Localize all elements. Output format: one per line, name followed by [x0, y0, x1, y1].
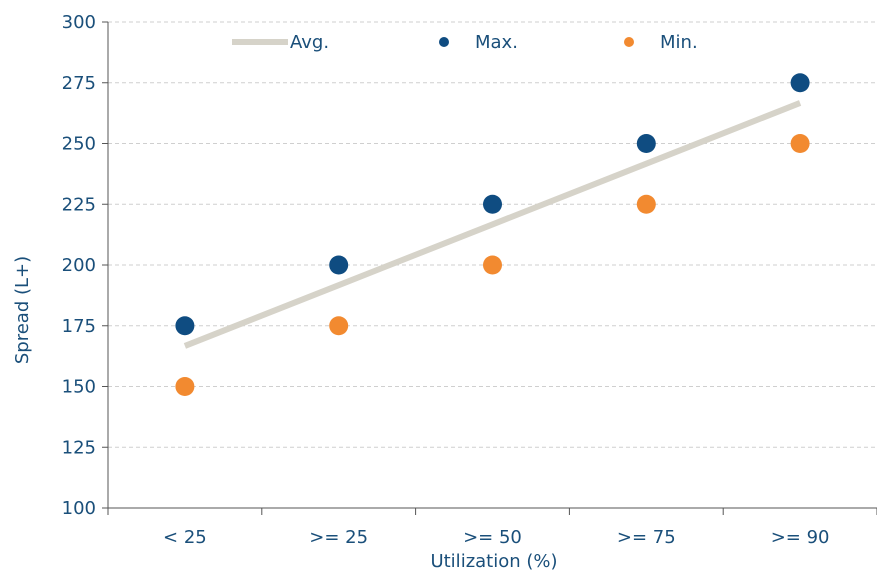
min-point [175, 377, 195, 396]
legend-label-min: Min. [660, 32, 698, 53]
min-point [483, 255, 502, 275]
y-tick-label: 275 [62, 73, 96, 94]
min-point [636, 194, 656, 214]
y-tick-label: 175 [62, 316, 96, 337]
max-point [483, 194, 502, 214]
y-axis-title: Spread (L+) [12, 256, 33, 364]
x-tick-label: >= 25 [309, 527, 368, 548]
min-point [329, 316, 349, 336]
y-tick-label: 125 [62, 437, 96, 458]
y-tick-label: 225 [62, 194, 96, 215]
legend-label-max: Max. [475, 32, 518, 53]
max-point [175, 316, 195, 336]
max-point [790, 73, 810, 93]
legend-swatch-max [439, 37, 449, 47]
x-tick-label: >= 50 [463, 527, 522, 548]
y-tick-label: 200 [62, 255, 96, 276]
min-point [790, 134, 810, 153]
legend-swatch-min [624, 37, 634, 47]
x-tick-label: < 25 [163, 527, 207, 548]
x-tick-label: >= 75 [617, 527, 676, 548]
max-point [636, 134, 656, 153]
x-tick-label: >= 90 [771, 527, 830, 548]
x-axis-title: Utilization (%) [430, 551, 557, 572]
y-tick-label: 100 [62, 498, 96, 519]
y-tick-label: 300 [62, 12, 96, 33]
y-tick-label: 150 [62, 377, 96, 398]
legend-label-avg: Avg. [290, 32, 329, 53]
axes-layer: 100 125 150 175 200 225 250 275 300 < 25 >= 25 >= 5… [62, 12, 877, 548]
avg-series-line [183, 100, 802, 349]
grid-layer [108, 21, 877, 448]
y-tick-label: 250 [62, 134, 96, 155]
max-point [329, 255, 349, 275]
series-layer [175, 73, 810, 396]
legend: Avg. Max. Min. [232, 32, 698, 53]
